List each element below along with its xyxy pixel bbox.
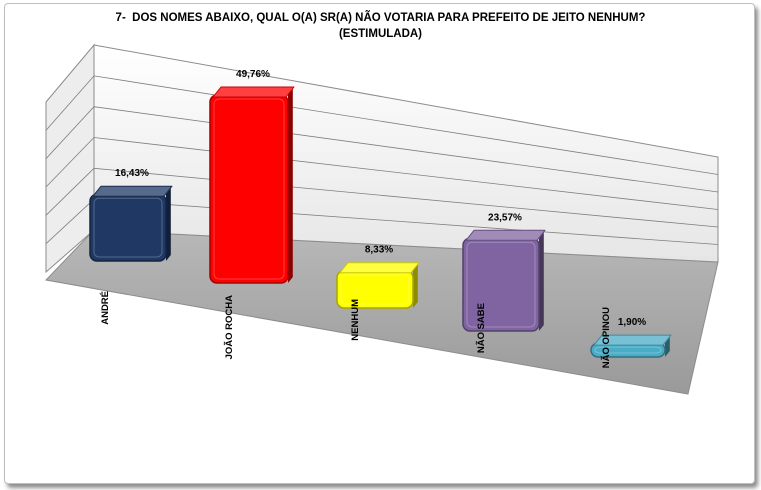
gridline-back	[93, 167, 719, 228]
bar-front	[336, 269, 414, 309]
gridline-back	[93, 106, 719, 193]
gridline-back	[93, 137, 719, 210]
bar-side	[413, 264, 418, 308]
category-label-5: NÃO OPINOU	[601, 307, 612, 368]
value-label-5: 1,90%	[618, 317, 646, 328]
category-label-2: JOÃO ROCHA	[224, 295, 235, 360]
value-labels: 16,43% 49,76% 8,33% 23,57% 1,90%	[115, 69, 646, 328]
value-label-3: 8,33%	[365, 245, 393, 256]
bar-side	[288, 89, 293, 283]
bar-side	[166, 188, 171, 261]
gridline-side	[45, 168, 95, 216]
chart-title: 7- DOS NOMES ABAIXO, QUAL O(A) SR(A) NÃO…	[115, 12, 646, 24]
gridline-side	[45, 75, 95, 131]
bar-top	[339, 262, 420, 274]
bar-front	[462, 237, 540, 332]
chart-subtitle: (ESTIMULADA)	[338, 28, 423, 40]
value-label-2: 49,76%	[236, 69, 270, 80]
gridline-side	[45, 106, 95, 159]
gridline-side	[45, 198, 95, 244]
gridline-side	[45, 137, 95, 188]
bar-highlight	[340, 274, 410, 305]
bars	[89, 86, 672, 358]
bar-top	[465, 229, 546, 241]
bar-side	[539, 232, 544, 331]
bar-1	[89, 185, 173, 262]
bar-3	[336, 262, 420, 309]
bar-top	[593, 334, 672, 346]
bar-top	[92, 185, 173, 197]
plot-back-wall	[93, 44, 719, 263]
bar-front	[209, 94, 289, 284]
gridline-back	[93, 75, 719, 175]
category-label-3: NENHUM	[350, 299, 361, 341]
bar-2	[209, 86, 295, 284]
bar-front	[89, 193, 167, 262]
category-label-1: ANDRÉ	[100, 291, 111, 325]
category-labels: ANDRÉ JOÃO ROCHA NENHUM NÃO SABE NÃO OPINOU	[100, 291, 612, 368]
chart-title-block: 7- DOS NOMES ABAIXO, QUAL O(A) SR(A) NÃO…	[0, 10, 761, 42]
bar-4	[462, 229, 546, 332]
bar-highlight	[93, 197, 163, 258]
bar-5	[590, 334, 672, 358]
bar-top	[212, 86, 295, 98]
category-label-4: NÃO SABE	[476, 303, 487, 353]
value-label-4: 23,57%	[488, 212, 522, 223]
gridline-back	[93, 198, 719, 245]
bar-side	[665, 337, 670, 357]
gridlines	[45, 75, 719, 245]
value-label-1: 16,43%	[115, 168, 149, 179]
bar-highlight	[466, 241, 536, 328]
bar-highlight	[213, 98, 285, 280]
bar-highlight	[594, 346, 662, 354]
